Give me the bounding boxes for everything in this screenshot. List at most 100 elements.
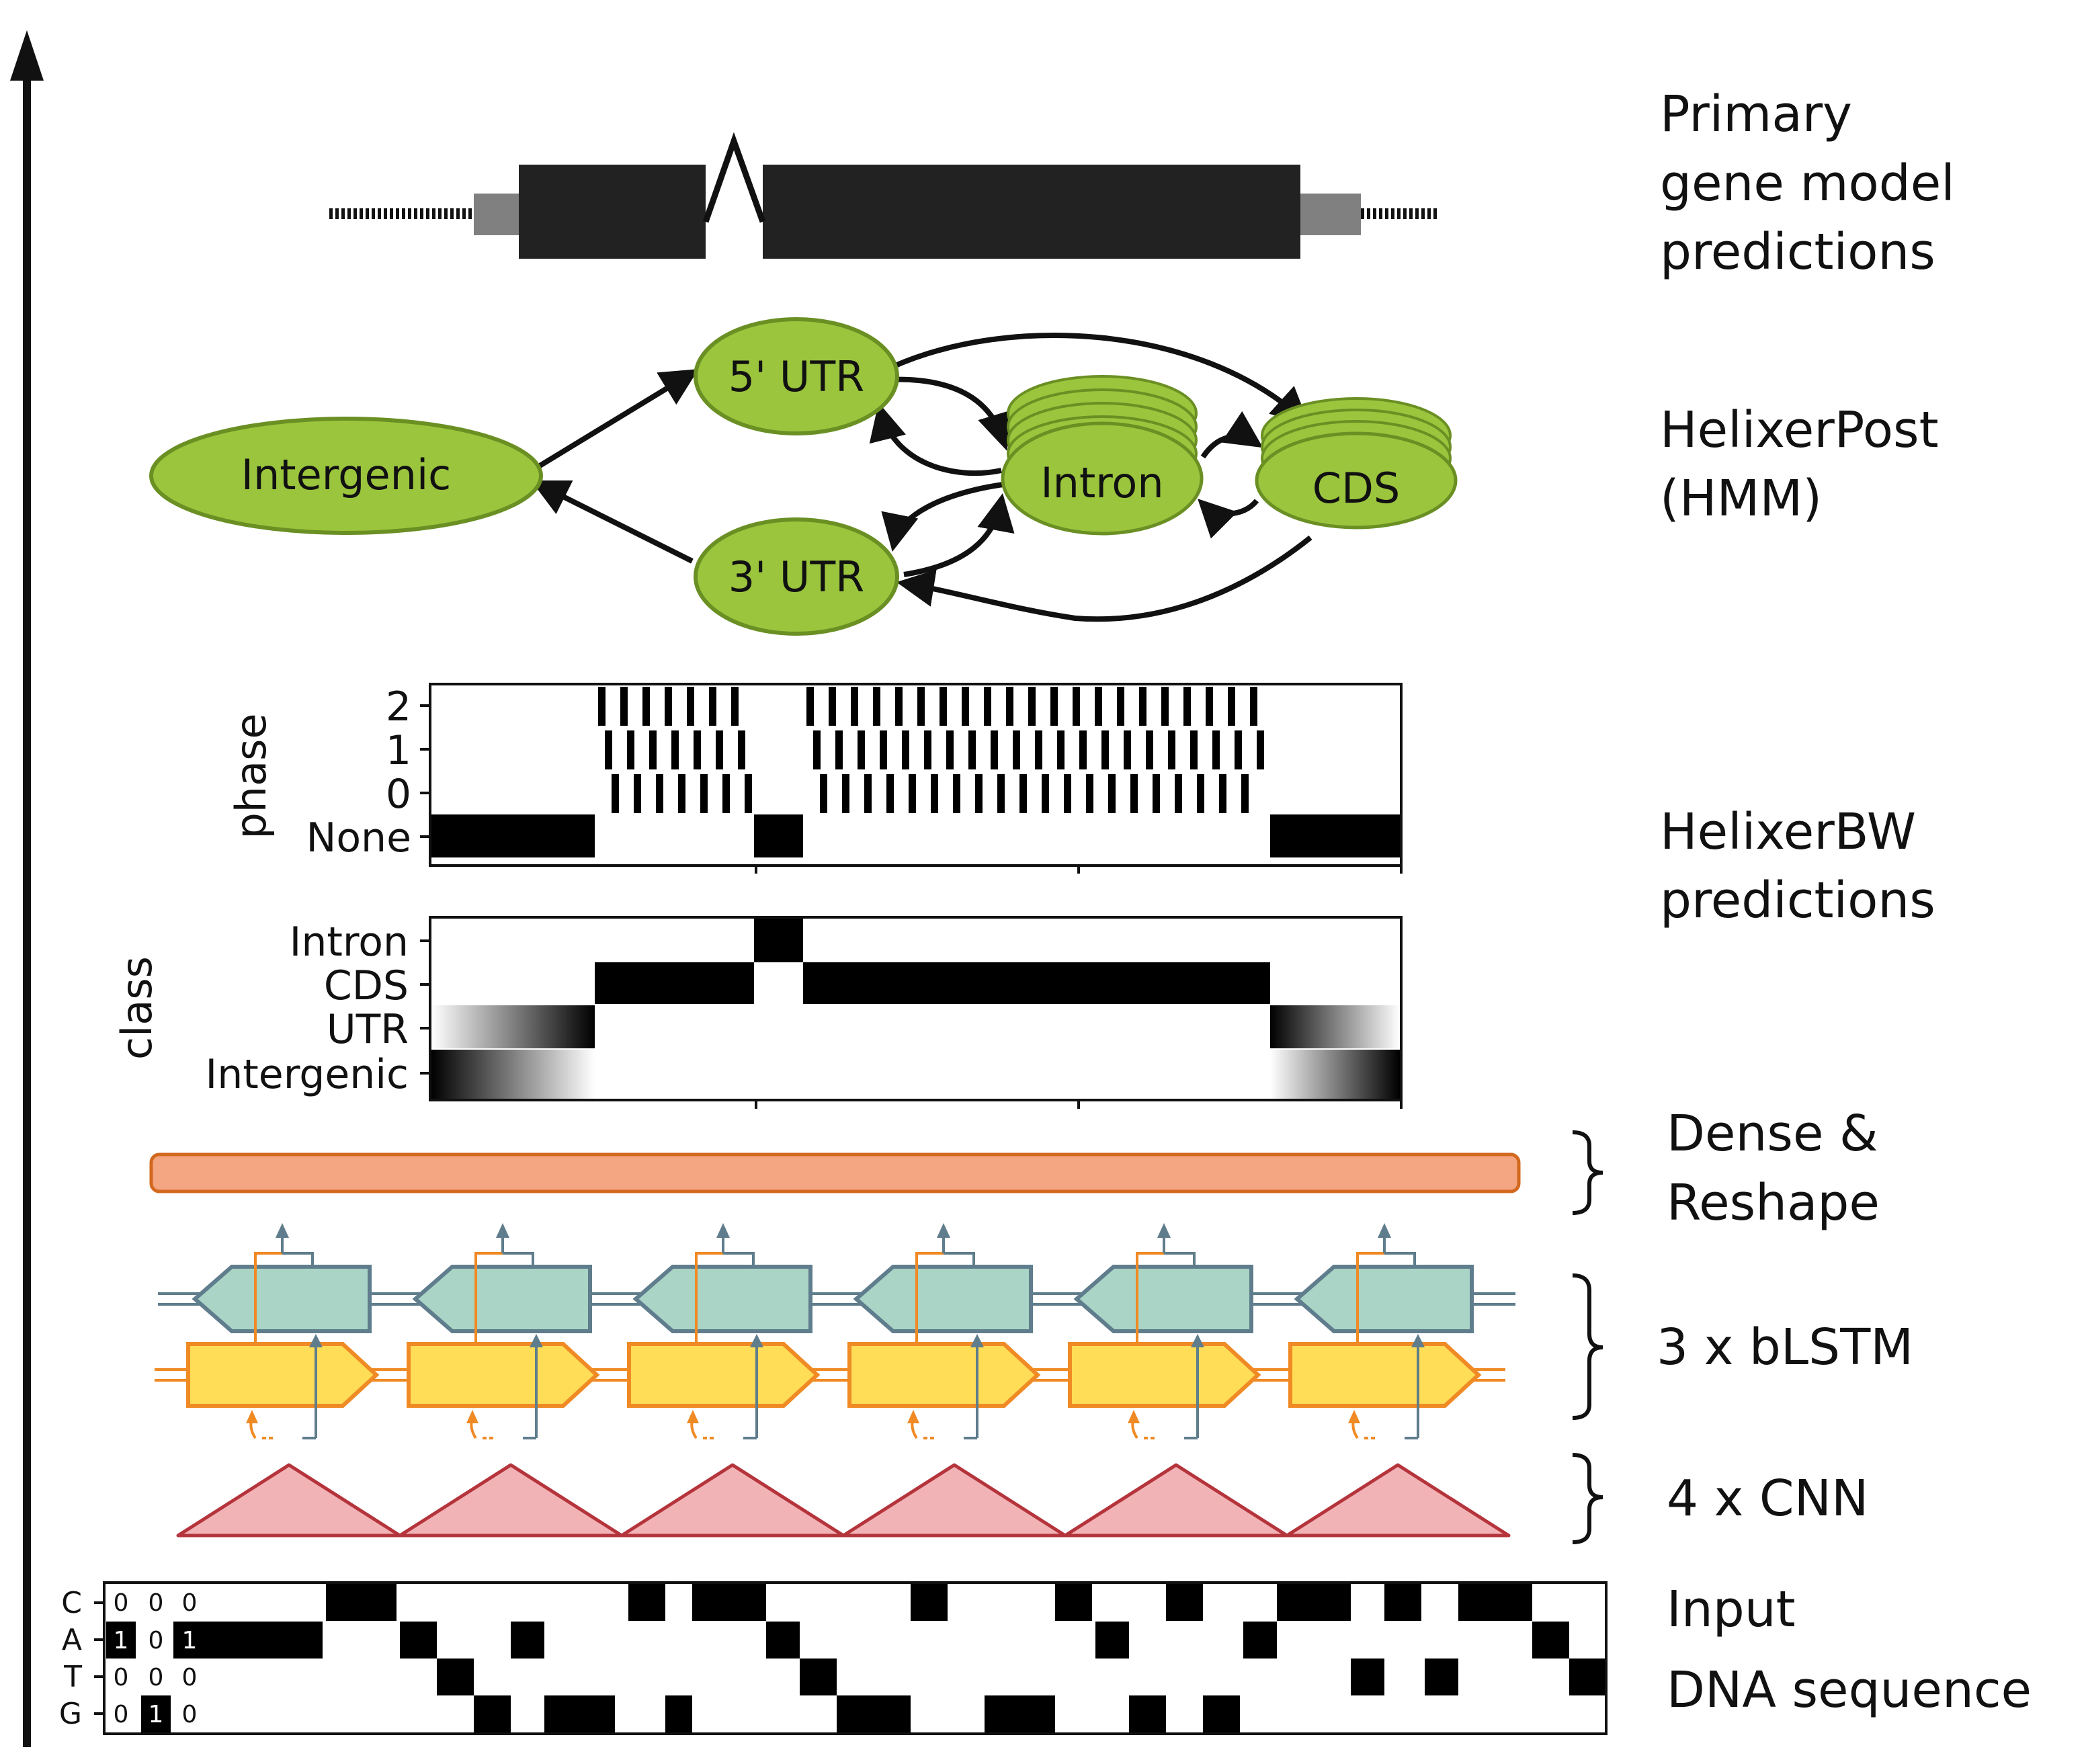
phase-bar — [1139, 687, 1146, 726]
cnn-triangle — [176, 1463, 402, 1538]
class-ylabel: class — [112, 956, 161, 1060]
dna-onehot-cell — [1458, 1584, 1532, 1621]
lstm-forward-input-arrow — [466, 1410, 478, 1423]
lstm-forward-unit — [186, 1342, 380, 1408]
dna-onehot-cell — [1351, 1658, 1384, 1695]
phase-bar — [1019, 774, 1027, 813]
class-utr-seg-1 — [431, 1005, 595, 1048]
phase-bar — [917, 687, 925, 726]
lstm-backward-link — [1384, 1252, 1416, 1267]
phase-bar — [1183, 687, 1191, 726]
dna-base-c: C — [61, 1586, 82, 1620]
phase-bar — [880, 730, 887, 769]
phase-bar — [835, 730, 843, 769]
dna-onehot-cell — [1243, 1622, 1277, 1658]
hmm-node-utr3-label: 3' UTR — [728, 552, 865, 601]
phase-bar — [1219, 774, 1226, 813]
phase-bar — [656, 774, 663, 813]
phase-bar — [1250, 687, 1257, 726]
phase-bar — [820, 774, 827, 813]
phase-bar — [731, 687, 739, 726]
class-cds-seg-2 — [803, 962, 1270, 1004]
exon-1 — [519, 165, 706, 259]
dna-onehot-cell — [1425, 1658, 1458, 1695]
flow-arrow — [10, 30, 44, 1747]
cnn-triangle — [1063, 1463, 1289, 1538]
phase-bar — [1228, 687, 1235, 726]
phase-bar — [1206, 687, 1213, 726]
dna-onehot-value: 0 — [114, 1589, 129, 1617]
phase-bar — [895, 687, 903, 726]
dna-onehot-cell — [1055, 1584, 1092, 1621]
dna-onehot-cell — [511, 1622, 544, 1658]
dna-onehot-cell — [911, 1584, 948, 1621]
phase-bar — [924, 730, 931, 769]
dna-onehot-value: 1 — [149, 1701, 164, 1728]
lstm-input-link — [523, 1341, 538, 1439]
phase-bar — [909, 774, 916, 813]
phase-bar — [598, 687, 606, 726]
dna-onehot-cell — [474, 1695, 511, 1732]
lstm-input-arrow — [530, 1334, 543, 1347]
phase-bar — [671, 730, 679, 769]
blstm-layers — [155, 1223, 1515, 1439]
phase-bar — [842, 774, 849, 813]
hmm-node-cds-label: CDS — [1312, 464, 1400, 513]
phase-bar — [1079, 730, 1087, 769]
hmm-label-line1: HelixerPost — [1660, 401, 1939, 459]
phase-ylabel: phase — [226, 713, 276, 839]
class-tick-cds: CDS — [324, 962, 409, 1009]
phase-tick-1: 1 — [386, 727, 411, 774]
lstm-backward-unit — [192, 1265, 372, 1333]
hmm-node-intron-label: Intron — [1040, 458, 1163, 507]
phase-bar — [745, 774, 752, 813]
lstm-output-arrow — [716, 1223, 730, 1238]
dna-onehot-cell — [1384, 1584, 1421, 1621]
hmm-node-utr5-label: 5' UTR — [728, 352, 865, 401]
cnn-layers — [176, 1463, 1511, 1538]
dna-onehot-cell — [837, 1695, 911, 1732]
lstm-backward-unit — [412, 1265, 592, 1333]
lstm-backward-unit — [632, 1265, 812, 1333]
phase-bar — [1241, 774, 1249, 813]
phase-bar — [873, 687, 880, 726]
phase-bar — [605, 730, 612, 769]
phase-bar — [1153, 774, 1160, 813]
dna-onehot-value: 0 — [182, 1589, 198, 1617]
lstm-input-link — [1405, 1341, 1419, 1439]
dna-onehot-cell — [800, 1658, 837, 1695]
lstm-input-link — [302, 1341, 317, 1439]
lstm-input-link — [964, 1341, 978, 1439]
phase-bars — [598, 687, 1264, 813]
lstm-input-arrow — [750, 1334, 763, 1347]
dna-onehot-cell — [628, 1584, 665, 1621]
phase-bar — [642, 687, 650, 726]
phase-bar — [984, 687, 991, 726]
dna-onehot-cell — [1203, 1695, 1240, 1732]
phase-bar — [931, 774, 938, 813]
phase-bar — [1006, 687, 1013, 726]
dna-onehot-cell — [1129, 1695, 1166, 1732]
dna-onehot-cell — [665, 1695, 692, 1732]
phase-bar — [858, 730, 865, 769]
phase-bar — [620, 687, 628, 726]
dna-onehot-cell — [985, 1695, 1055, 1732]
phase-bar — [1197, 774, 1204, 813]
phase-bar — [1130, 774, 1138, 813]
phase-bar — [687, 687, 694, 726]
dna-cells — [173, 1584, 1605, 1732]
cnn-triangle — [398, 1463, 624, 1538]
dense-layer-bar — [149, 1152, 1521, 1193]
phase-bar — [953, 774, 960, 813]
gene-model-label-line1: Primary — [1660, 85, 1852, 143]
lstm-backward-link — [944, 1252, 975, 1267]
phase-bar — [991, 730, 998, 769]
phase-bar — [946, 730, 954, 769]
dna-onehot-cell — [544, 1695, 615, 1732]
phase-plot: 2 1 0 None phase — [226, 683, 1403, 874]
dna-onehot-cell — [766, 1622, 800, 1658]
phase-bar — [1064, 774, 1071, 813]
dna-onehot-cell — [692, 1584, 766, 1621]
dna-onehot-value: 0 — [149, 1627, 164, 1654]
